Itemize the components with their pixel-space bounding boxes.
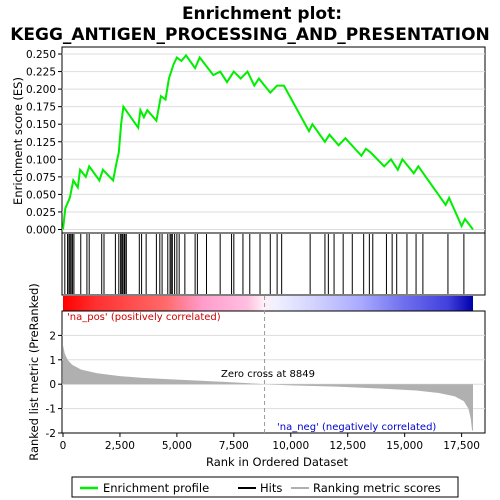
ranking-colorbar bbox=[63, 296, 473, 311]
x-tick-label: 7,500 bbox=[219, 440, 249, 452]
es-tick-label: 0.025 bbox=[26, 207, 56, 219]
ranking-colorbar-rect bbox=[63, 296, 473, 311]
legend-hits-label: Hits bbox=[260, 481, 282, 495]
es-panel: 0.000 0.025 0.050 0.075 0.100 0.125 0.150 0.175… bbox=[26, 46, 486, 236]
hits-panel-frame bbox=[61, 232, 486, 296]
es-tick-label: 0.050 bbox=[26, 189, 56, 201]
hits-panel bbox=[61, 232, 486, 296]
ranking-metric-area bbox=[63, 345, 473, 431]
neg-label: 'na_neg' (negatively correlated) bbox=[277, 422, 436, 433]
zero-cross-label: Zero cross at 8849 bbox=[221, 369, 315, 380]
enrichment-profile-line bbox=[62, 53, 474, 231]
es-tick-label: 0.200 bbox=[26, 84, 56, 96]
y-axis-label-es: Enrichment score (ES) bbox=[11, 77, 25, 205]
es-tick-label: 0.150 bbox=[26, 119, 56, 131]
metric-tick-label: -1 bbox=[46, 404, 56, 416]
legend-enrichment-label: Enrichment profile bbox=[103, 481, 209, 495]
es-tick-label: 0.175 bbox=[26, 102, 56, 114]
es-tick-label: 0.250 bbox=[26, 49, 56, 61]
chart-title-line1: Enrichment plot: bbox=[182, 4, 342, 24]
es-tick-label: 0.225 bbox=[26, 67, 56, 79]
metric-tick-label: 2 bbox=[49, 330, 56, 342]
es-tick-label: 0.000 bbox=[26, 224, 56, 236]
x-tick-label: 10,000 bbox=[272, 440, 309, 452]
es-y-ticks: 0.000 0.025 0.050 0.075 0.100 0.125 0.150 0.175… bbox=[26, 49, 62, 236]
y-axis-label-metric: Ranked list metric (PreRanked) bbox=[27, 283, 41, 461]
metric-y-ticks: -2 -1 0 1 2 bbox=[46, 330, 62, 440]
x-axis-label: Rank in Ordered Dataset bbox=[206, 455, 349, 469]
es-tick-label: 0.100 bbox=[26, 154, 56, 166]
es-tick-label: 0.125 bbox=[26, 137, 56, 149]
metric-tick-label: 0 bbox=[49, 379, 56, 391]
legend-box bbox=[71, 476, 459, 498]
metric-tick-label: 1 bbox=[49, 355, 56, 367]
x-tick-label: 0 bbox=[60, 440, 67, 452]
es-panel-frame bbox=[61, 46, 486, 234]
hit-markers bbox=[64, 234, 465, 294]
x-tick-label: 15,000 bbox=[386, 440, 423, 452]
x-tick-label: 17,500 bbox=[443, 440, 480, 452]
es-tick-label: 0.075 bbox=[26, 172, 56, 184]
x-axis-ticks: 0 2,500 5,000 7,500 10,000 12,500 15,000 17,500 bbox=[60, 433, 480, 452]
legend-metric-label: Ranking metric scores bbox=[313, 481, 441, 495]
x-tick-label: 5,000 bbox=[162, 440, 192, 452]
metric-panel: -2 -1 0 1 2 'na_pos' (positively correlated)… bbox=[46, 296, 486, 440]
x-tick-label: 2,500 bbox=[105, 440, 135, 452]
pos-label: 'na_pos' (positively correlated) bbox=[67, 312, 221, 323]
metric-tick-label: -2 bbox=[46, 428, 56, 440]
chart-title-line2: KEGG_ANTIGEN_PROCESSING_AND_PRESENTATION bbox=[10, 25, 490, 45]
metric-panel-frame bbox=[61, 310, 486, 434]
legend: Enrichment profile Hits Ranking metric s… bbox=[71, 476, 459, 498]
x-tick-label: 12,500 bbox=[329, 440, 366, 452]
